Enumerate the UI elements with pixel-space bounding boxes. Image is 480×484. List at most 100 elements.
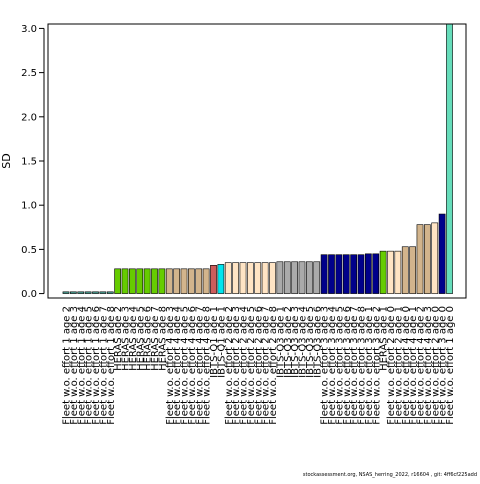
bar: [365, 253, 372, 294]
x-tick-label: Fleet w.o. effort 1 age 2: [62, 306, 73, 425]
x-tick-label: IBTS-Q3 age 1: [275, 306, 286, 378]
bar: [379, 250, 387, 294]
bar: [335, 254, 343, 294]
bar: [394, 250, 402, 294]
bar: [247, 262, 254, 294]
x-tick-label: Fleet w.o. effort 3 age 5: [334, 306, 345, 425]
bar: [136, 268, 144, 294]
x-tick-label: Fleet w.o. effort 3 age 3: [320, 306, 331, 425]
x-tick-label: Fleet w.o. effort 2 age 4: [239, 306, 250, 425]
y-tick-label: 1.0: [21, 201, 37, 212]
bar: [438, 213, 446, 294]
x-tick-label: Fleet w.o. effort 1 age 5: [84, 306, 95, 425]
x-tick-label: Fleet w.o. effort 4 age 2: [416, 306, 427, 425]
y-tick-label: 3.0: [21, 24, 37, 35]
bar: [99, 291, 107, 294]
bar: [291, 261, 298, 294]
x-tick-label: Fleet w.o. effort 4 age 3: [165, 306, 176, 425]
y-tick-label: 2.0: [21, 112, 37, 123]
y-tick-label: 1.5: [21, 157, 37, 168]
bar: [158, 268, 166, 294]
bar: [121, 268, 129, 294]
x-tick-label: Fleet w.o. effort 3 age 1: [364, 306, 375, 425]
x-tick-label: Fleet w.o. effort 2 age 0: [386, 306, 397, 425]
x-tick-label: Fleet w.o. effort 2 age 3: [231, 306, 242, 425]
bar: [202, 268, 210, 294]
x-tick-label: Fleet w.o. effort 1 age 0: [445, 306, 456, 425]
x-tick-label: Fleet w.o. effort 3 age 7: [349, 306, 360, 425]
x-tick-label: Fleet w.o. effort 3 age 2: [371, 306, 382, 425]
bar: [306, 261, 313, 294]
bar: [195, 268, 203, 294]
bar: [70, 291, 77, 294]
bar: [431, 222, 439, 294]
bar: [320, 254, 328, 294]
x-tick-label: IBTS-Q3 age 2: [283, 306, 294, 378]
x-tick-label: Fleet w.o. effort 4 age 3: [423, 306, 434, 425]
x-tick-label: IBTS-Q3 age 4: [298, 306, 309, 378]
bar: [328, 254, 335, 294]
bar: [151, 268, 158, 294]
bar: [261, 262, 269, 294]
x-tick-label: HERAS age 4: [128, 306, 139, 371]
bar: [269, 262, 276, 294]
y-tick-label: 2.5: [21, 68, 37, 79]
x-tick-label: HERAS age 3: [121, 306, 132, 371]
x-tick-label: Fleet w.o. effort 3 age 0: [438, 306, 449, 425]
x-tick-label: Fleet w.o. effort 2 age 8: [268, 306, 279, 425]
x-tick-label: Fleet w.o. effort 4 age 4: [172, 306, 183, 425]
bar: [254, 262, 262, 294]
x-tick-label: IBTS-Q1 age 1: [216, 306, 227, 378]
x-tick-label: HERAS age 6: [143, 306, 154, 371]
bar: [165, 268, 173, 294]
bar: [239, 262, 247, 294]
bars-group: [62, 23, 453, 294]
y-axis: 0.0 0.5 1.0 1.5 2.0 2.5 3.0: [21, 24, 45, 300]
x-tick-label: Fleet w.o. effort 1 age 8: [106, 306, 117, 425]
x-tick-label: HERAS age 8: [157, 306, 168, 371]
x-tick-label: Fleet w.o. effort 4 age 6: [187, 306, 198, 425]
bar: [313, 261, 321, 294]
bar: [298, 261, 306, 294]
bar: [84, 291, 92, 294]
bar: [62, 291, 70, 294]
bar: [372, 253, 380, 294]
x-tick-label: Fleet w.o. effort 2 age 0: [430, 306, 441, 425]
x-tick-label: Fleet w.o. effort 1 age 7: [98, 306, 109, 425]
bar: [210, 264, 217, 294]
bar: [276, 261, 284, 294]
y-tick-label: 0.5: [21, 245, 37, 256]
bar: [77, 291, 85, 294]
plot-frame: [47, 23, 467, 299]
y-tick-label: 0.0: [21, 289, 37, 300]
bar: [180, 268, 188, 294]
bar: [446, 23, 453, 294]
x-tick-label: Fleet w.o. effort 3 age 4: [327, 306, 338, 425]
bar: [129, 268, 136, 294]
bar: [188, 268, 195, 294]
bar: [342, 254, 350, 294]
bar: [401, 246, 409, 294]
x-tick-label: IBTS-Q1 age 1: [209, 306, 220, 378]
bar: [217, 264, 225, 294]
x-tick-label: IBTS-Q3 age 3: [290, 306, 301, 378]
x-tick-label: Fleet w.o. effort 4 age 5: [180, 306, 191, 425]
bar: [143, 268, 151, 294]
x-tick-label: Fleet w.o. effort 2 age 6: [253, 306, 264, 425]
bar: [387, 250, 394, 294]
bar: [232, 262, 239, 294]
footer-source-text: stockassessment.org, NSAS_herring_2022, …: [302, 472, 477, 478]
x-tick-label: Fleet w.o. effort 4 age 0: [401, 306, 412, 425]
x-tick-label: Fleet w.o. effort 1 age 4: [76, 306, 87, 425]
bar: [173, 268, 180, 294]
bar: [92, 291, 99, 294]
x-tick-label: HERAS age 2: [113, 306, 124, 371]
x-tick-label: Fleet w.o. effort 2 age 1: [393, 306, 404, 425]
bar: [283, 261, 291, 294]
x-tick-label: Fleet w.o. effort 2 age 2: [224, 306, 235, 425]
bar: [424, 224, 431, 294]
x-tick-label: Fleet w.o. effort 3 age 8: [357, 306, 368, 425]
bar: [350, 254, 357, 294]
bar: [416, 224, 424, 294]
